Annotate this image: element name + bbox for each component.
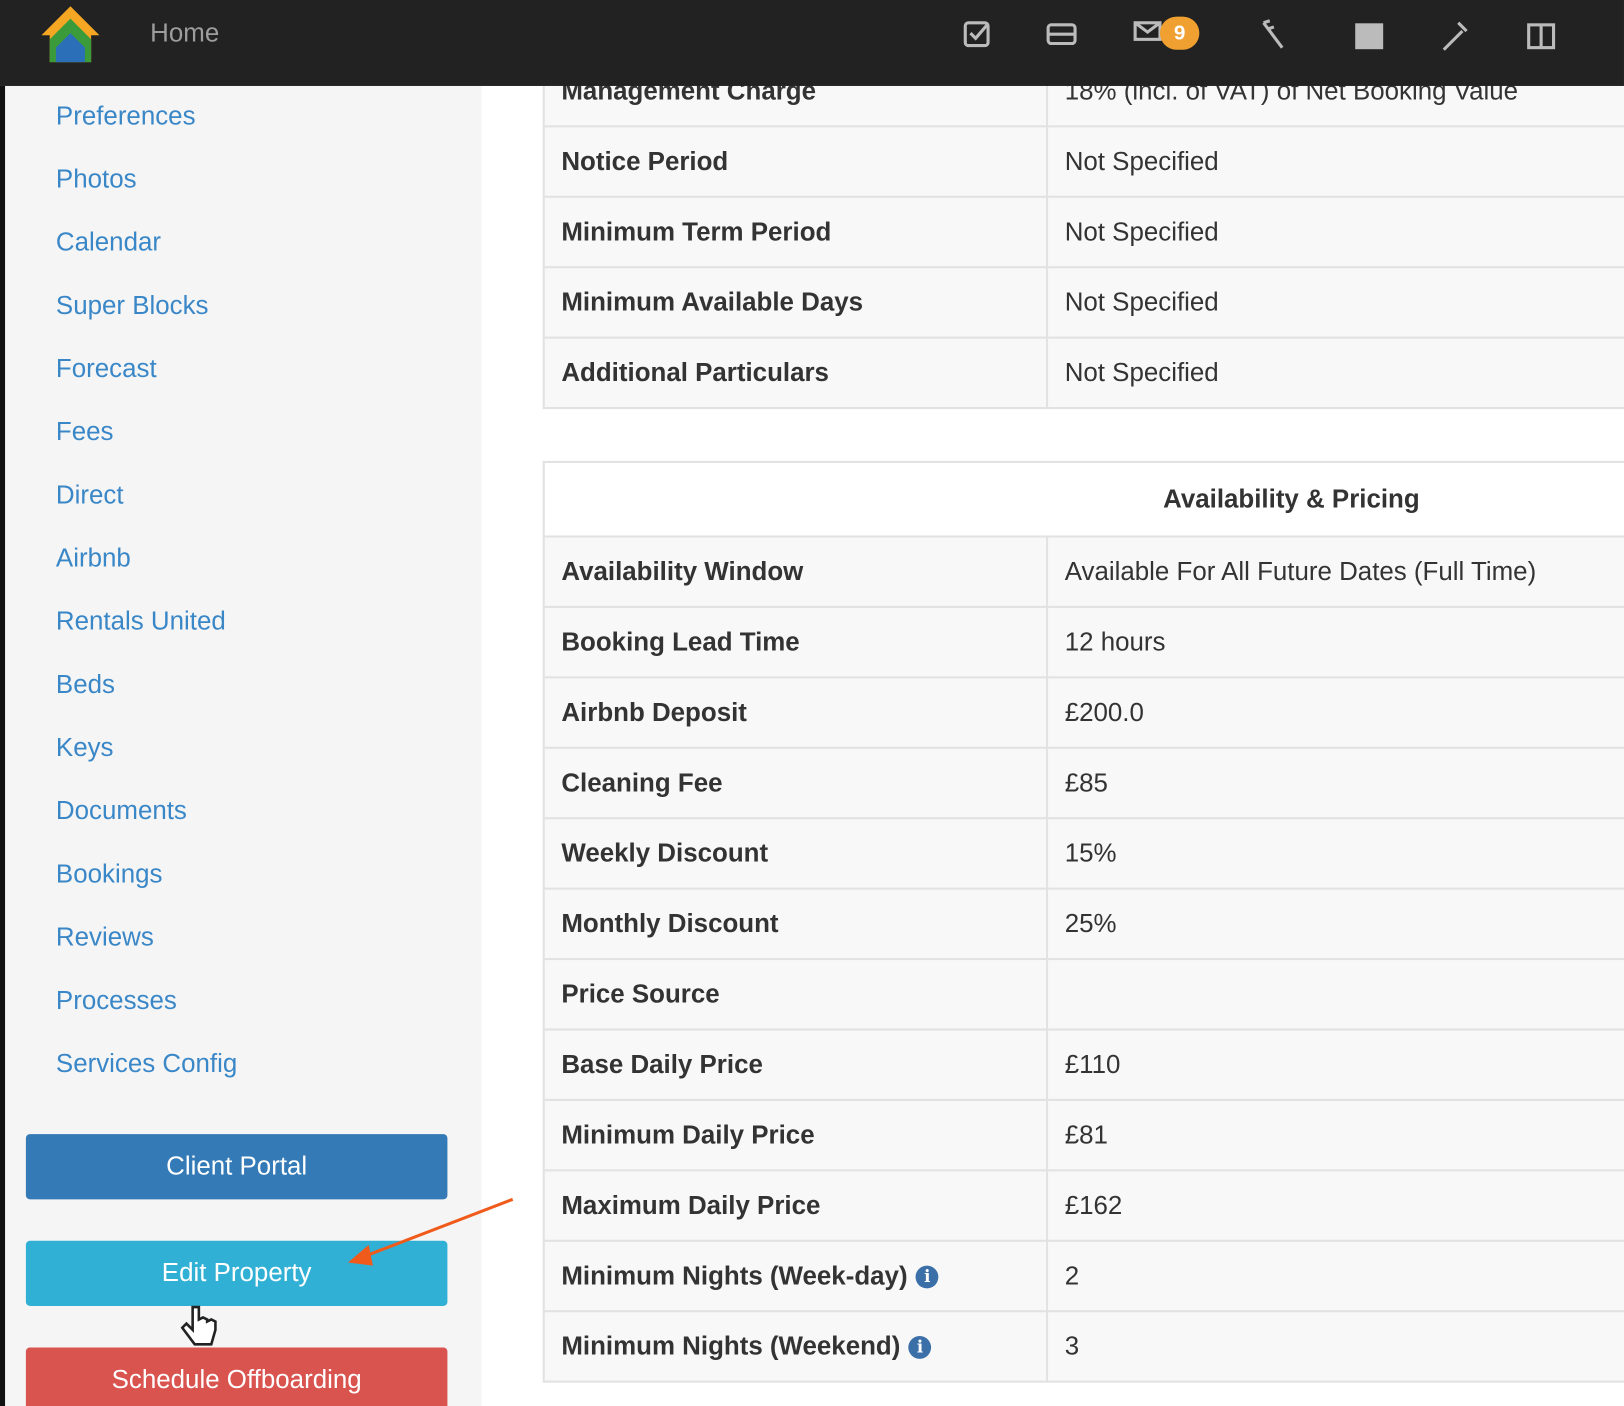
row-label: Notice Period xyxy=(542,125,1049,198)
row-label-text: Notice Period xyxy=(561,146,729,176)
row-label: Availability Window xyxy=(542,535,1049,608)
row-value: Not Specified xyxy=(1046,125,1624,198)
info-icon[interactable]: i xyxy=(915,1265,939,1289)
row-label: Additional Particulars xyxy=(542,336,1049,410)
table-row: Minimum Daily Price £81 xyxy=(542,1098,1624,1172)
info-icon[interactable]: i xyxy=(908,1335,932,1359)
sidebar-link[interactable]: Services Config xyxy=(55,1049,238,1079)
row-label-text: Airbnb Deposit xyxy=(561,697,747,727)
row-label-text: Price Source xyxy=(561,979,720,1009)
data-table: Management Charge 18% (incl. of VAT) of N… xyxy=(542,54,1624,410)
row-label: Cleaning Fee xyxy=(542,746,1049,820)
row-value: Available For All Future Dates (Full Tim… xyxy=(1046,535,1624,608)
row-value: £200.0 xyxy=(1046,676,1624,749)
row-label: Minimum Nights (Weekend) i xyxy=(542,1310,1049,1383)
row-value: Not Specified xyxy=(1046,336,1624,410)
row-label: Weekly Discount xyxy=(542,817,1049,890)
row-value: £110 xyxy=(1046,1028,1624,1101)
sidebar-link[interactable]: Direct xyxy=(55,480,124,510)
home-link[interactable]: Home xyxy=(150,18,220,48)
sidebar-button[interactable]: Edit Property xyxy=(25,1240,448,1307)
table-row: Monthly Discount 25% xyxy=(542,887,1624,961)
table-row: Weekly Discount 15% xyxy=(542,817,1624,890)
table-header-row: Availability & Pricing xyxy=(542,460,1624,538)
table-row: Airbnb Deposit £200.0 xyxy=(542,676,1624,749)
sidebar-link[interactable]: Photos xyxy=(55,164,137,194)
table-row: Minimum Available Days Not Specified xyxy=(542,266,1624,339)
table-row: Availability Window Available For All Fut… xyxy=(542,535,1624,608)
sidebar-link[interactable]: Bookings xyxy=(55,859,163,889)
row-label-text: Availability Window xyxy=(561,556,804,586)
sidebar-button[interactable]: Client Portal xyxy=(25,1134,448,1200)
sidebar-link[interactable]: Documents xyxy=(55,796,187,826)
table-row: Price Source xyxy=(542,958,1624,1031)
row-value: £85 xyxy=(1046,746,1624,820)
sidebar-link[interactable]: Super Blocks xyxy=(55,291,209,321)
edge xyxy=(0,85,6,1406)
row-value xyxy=(1046,958,1624,1031)
table-row: Additional Particulars Not Specified xyxy=(542,336,1624,410)
row-value: 25% xyxy=(1046,887,1624,961)
row-label: Price Source xyxy=(542,958,1049,1031)
row-value: 3 xyxy=(1046,1310,1624,1383)
row-label-text: Maximum Daily Price xyxy=(561,1190,821,1220)
table-row: Cleaning Fee £85 xyxy=(542,746,1624,820)
table-row: Booking Lead Time 12 hours xyxy=(542,605,1624,679)
row-label: Base Daily Price xyxy=(542,1028,1049,1101)
row-label: Airbnb Deposit xyxy=(542,676,1049,749)
row-label: Monthly Discount xyxy=(542,887,1049,961)
row-label-text: Additional Particulars xyxy=(561,357,829,387)
sidebar-link[interactable]: Airbnb xyxy=(55,543,131,573)
row-value: Not Specified xyxy=(1046,266,1624,339)
row-label: Minimum Available Days xyxy=(542,266,1049,339)
table-row: Minimum Nights (Week-day) i 2 xyxy=(542,1239,1624,1313)
row-label: Minimum Term Period xyxy=(542,195,1049,269)
row-label: Maximum Daily Price xyxy=(542,1169,1049,1242)
table-row: Notice Period Not Specified xyxy=(542,125,1624,198)
row-label-text: Base Daily Price xyxy=(561,1049,763,1079)
table-row: Maximum Daily Price £162 xyxy=(542,1169,1624,1242)
nav-icons xyxy=(963,19,1556,51)
row-value: Not Specified xyxy=(1046,195,1624,269)
table-title: Availability & Pricing xyxy=(542,460,1624,538)
row-label: Booking Lead Time xyxy=(542,605,1049,679)
table-row: Base Daily Price £110 xyxy=(542,1028,1624,1101)
row-label-text: Minimum Nights (Weekend) xyxy=(561,1331,901,1361)
row-label-text: Cleaning Fee xyxy=(561,767,723,797)
data-table: Availability & Pricing Availability Windo… xyxy=(542,460,1624,1383)
logo[interactable] xyxy=(39,4,101,66)
sidebar-link[interactable]: Calendar xyxy=(55,227,162,257)
sidebar-link[interactable]: Beds xyxy=(55,670,115,700)
row-value: 2 xyxy=(1046,1239,1624,1313)
row-label-text: Minimum Nights (Week-day) xyxy=(561,1260,908,1290)
sidebar-link[interactable]: Forecast xyxy=(55,354,157,384)
row-label-text: Booking Lead Time xyxy=(561,627,800,657)
sidebar-button[interactable]: Schedule Offboarding xyxy=(25,1347,448,1406)
sidebar-link[interactable]: Processes xyxy=(55,985,177,1015)
row-value: £81 xyxy=(1046,1098,1624,1172)
row-label: Minimum Daily Price xyxy=(542,1098,1049,1172)
row-value: 15% xyxy=(1046,817,1624,890)
sidebar-link[interactable]: Keys xyxy=(55,733,114,763)
sidebar-link[interactable]: Reviews xyxy=(55,922,154,952)
sidebar-link[interactable]: Rentals United xyxy=(55,606,226,636)
message-badge[interactable]: 9 xyxy=(1159,16,1200,50)
sidebar-link[interactable]: Preferences xyxy=(55,101,196,131)
row-label: Minimum Nights (Week-day) i xyxy=(542,1239,1049,1313)
sidebar-link[interactable]: Fees xyxy=(55,417,114,447)
table-row: Minimum Nights (Weekend) i 3 xyxy=(542,1310,1624,1383)
row-label-text: Minimum Term Period xyxy=(561,216,832,246)
table-row: Minimum Term Period Not Specified xyxy=(542,195,1624,269)
row-value: 12 hours xyxy=(1046,605,1624,679)
row-label-text: Monthly Discount xyxy=(561,908,779,938)
navbar: Home 9 xyxy=(0,0,1624,86)
row-label-text: Minimum Available Days xyxy=(561,287,864,317)
row-label-text: Minimum Daily Price xyxy=(561,1120,815,1150)
row-label-text: Weekly Discount xyxy=(561,838,769,868)
row-value: £162 xyxy=(1046,1169,1624,1242)
